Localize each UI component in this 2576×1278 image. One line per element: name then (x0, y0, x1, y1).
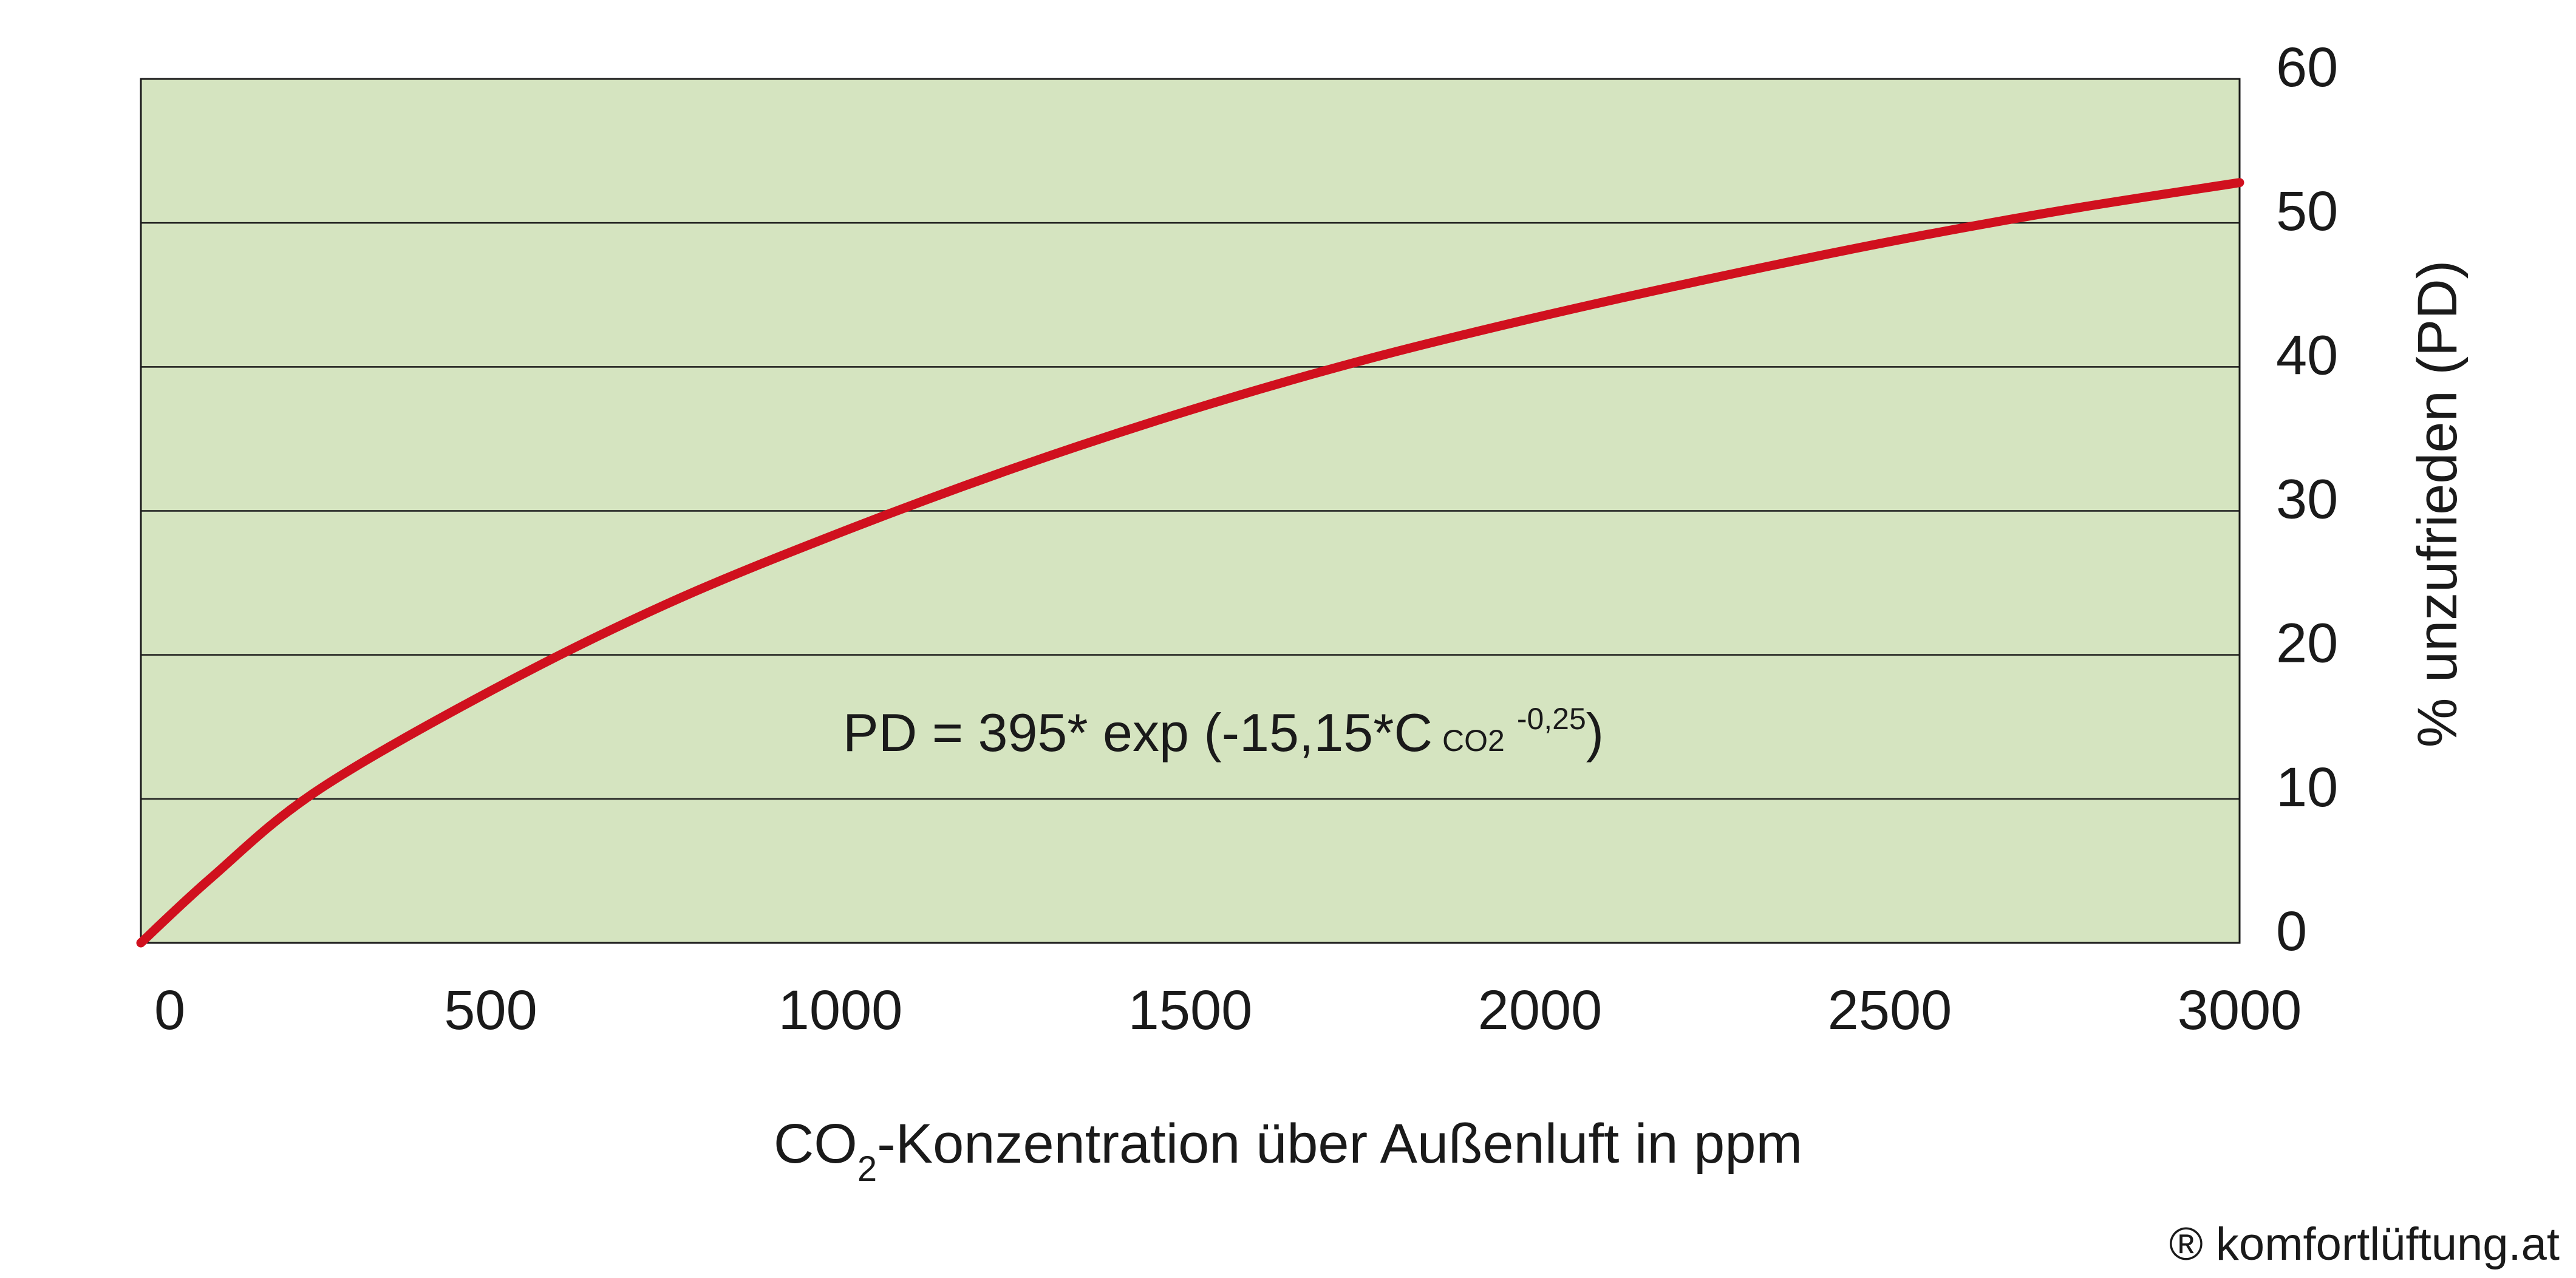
x-tick-label-2500: 2500 (1828, 979, 1952, 1041)
x-tick-label-2000: 2000 (1478, 979, 1603, 1041)
y-tick-label-10: 10 (2276, 756, 2338, 818)
copyright-notice: ® komfortlüftung.at (2169, 1219, 2560, 1270)
y-tick-label-50: 50 (2276, 180, 2338, 242)
x-axis-title: CO2-Konzentration über Außenluft in ppm (774, 1113, 1802, 1189)
series-line (136, 178, 2244, 948)
y-tick-labels: 0 10 20 30 40 50 60 (2276, 36, 2338, 962)
plot-frame (140, 78, 2241, 944)
x-tick-label-500: 500 (444, 979, 537, 1041)
y-axis-title: % unzufrieden (PD) (2407, 260, 2469, 748)
grid-lines (141, 222, 2240, 800)
y-tick-label-40: 40 (2276, 324, 2338, 386)
x-tick-label-3000: 3000 (2178, 979, 2302, 1041)
y-tick-label-20: 20 (2276, 613, 2338, 675)
formula-annotation: PD = 395* exp (-15,15*C CO2-0,25) (843, 702, 1604, 763)
x-tick-label-0: 0 (154, 979, 185, 1041)
x-tick-label-1500: 1500 (1128, 979, 1253, 1041)
y-tick-label-30: 30 (2276, 469, 2338, 531)
y-tick-label-0: 0 (2276, 900, 2307, 962)
x-tick-label-1000: 1000 (779, 979, 903, 1041)
y-tick-label-60: 60 (2276, 36, 2338, 98)
x-tick-labels: 0 500 1000 1500 2000 2500 3000 (154, 979, 2302, 1041)
